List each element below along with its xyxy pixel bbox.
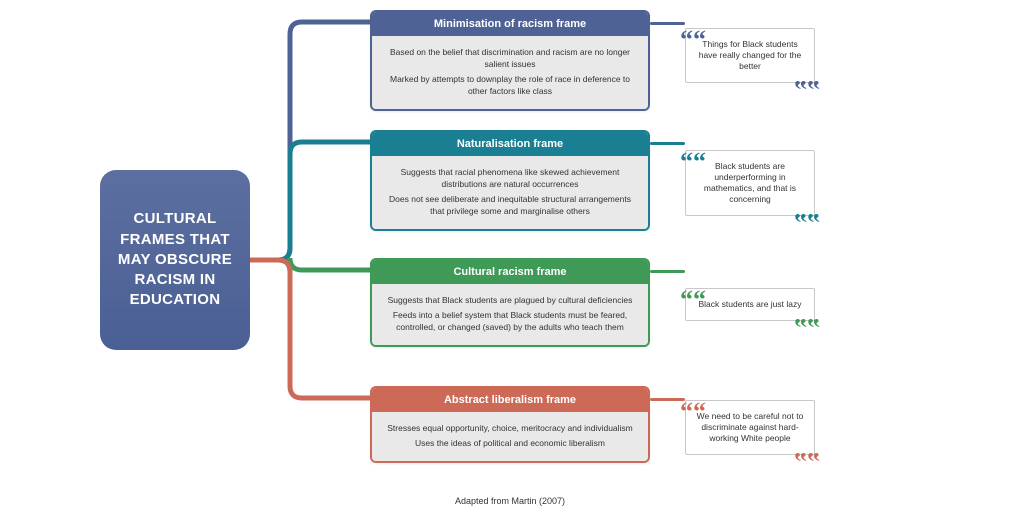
frame-cultural: Cultural racism frame Suggests that Black… xyxy=(370,258,650,347)
connector-right xyxy=(650,142,685,145)
source-attribution: Adapted from Martin (2007) xyxy=(370,496,650,506)
frame-header: Minimisation of racism frame xyxy=(372,12,648,36)
quote-text: We need to be careful not to discriminat… xyxy=(697,411,804,443)
frame-body-line2: Marked by attempts to downplay the role … xyxy=(384,74,636,98)
connector-right xyxy=(650,270,685,273)
frame-naturalisation: Naturalisation frame Suggests that racial… xyxy=(370,130,650,231)
frame-body: Suggests that Black students are plagued… xyxy=(372,284,648,345)
frame-body-line1: Based on the belief that discrimination … xyxy=(384,47,636,71)
frame-title: Minimisation of racism frame xyxy=(434,18,586,30)
frame-body-line2: Does not see deliberate and inequitable … xyxy=(384,194,636,218)
frame-body-line2: Feeds into a belief system that Black st… xyxy=(384,310,636,334)
connector-left xyxy=(250,260,370,398)
open-quote-icon: ““ xyxy=(680,407,706,417)
frame-header: Abstract liberalism frame xyxy=(372,388,648,412)
frame-body-line2: Uses the ideas of political and economic… xyxy=(384,438,636,450)
frame-body-line1: Suggests that racial phenomena like skew… xyxy=(384,167,636,191)
close-quote-icon: ““ xyxy=(794,74,820,84)
root-title: CULTURAL FRAMES THAT MAY OBSCURE RACISM … xyxy=(114,209,236,310)
open-quote-icon: ““ xyxy=(680,35,706,45)
quote-cultural: ““Black students are just lazy““ xyxy=(685,288,815,321)
frame-title: Cultural racism frame xyxy=(453,266,566,278)
open-quote-icon: ““ xyxy=(680,157,706,167)
quote-text: Things for Black students have really ch… xyxy=(699,39,802,71)
connector-left xyxy=(250,142,370,260)
connector-right xyxy=(650,398,685,401)
quote-text: Black students are underperforming in ma… xyxy=(704,161,796,204)
frame-abstract: Abstract liberalism frame Stresses equal … xyxy=(370,386,650,463)
frame-header: Naturalisation frame xyxy=(372,132,648,156)
quote-text: Black students are just lazy xyxy=(699,299,802,309)
quote-abstract: ““We need to be careful not to discrimin… xyxy=(685,400,815,455)
close-quote-icon: ““ xyxy=(794,312,820,322)
frame-title: Abstract liberalism frame xyxy=(444,394,576,406)
frame-header: Cultural racism frame xyxy=(372,260,648,284)
frame-body: Stresses equal opportunity, choice, meri… xyxy=(372,412,648,461)
frame-body: Based on the belief that discrimination … xyxy=(372,36,648,109)
open-quote-icon: ““ xyxy=(680,295,706,305)
quote-naturalisation: ““Black students are underperforming in … xyxy=(685,150,815,216)
frame-title: Naturalisation frame xyxy=(457,138,563,150)
root-node: CULTURAL FRAMES THAT MAY OBSCURE RACISM … xyxy=(100,170,250,350)
connector-left xyxy=(250,22,370,260)
frame-body-line1: Stresses equal opportunity, choice, meri… xyxy=(384,423,636,435)
connector-left xyxy=(250,258,370,272)
connector-right xyxy=(650,22,685,25)
close-quote-icon: ““ xyxy=(794,207,820,217)
frame-body-line1: Suggests that Black students are plagued… xyxy=(384,295,636,307)
close-quote-icon: ““ xyxy=(794,446,820,456)
frame-minimisation: Minimisation of racism frame Based on the… xyxy=(370,10,650,111)
frame-body: Suggests that racial phenomena like skew… xyxy=(372,156,648,229)
quote-minimisation: ““Things for Black students have really … xyxy=(685,28,815,83)
